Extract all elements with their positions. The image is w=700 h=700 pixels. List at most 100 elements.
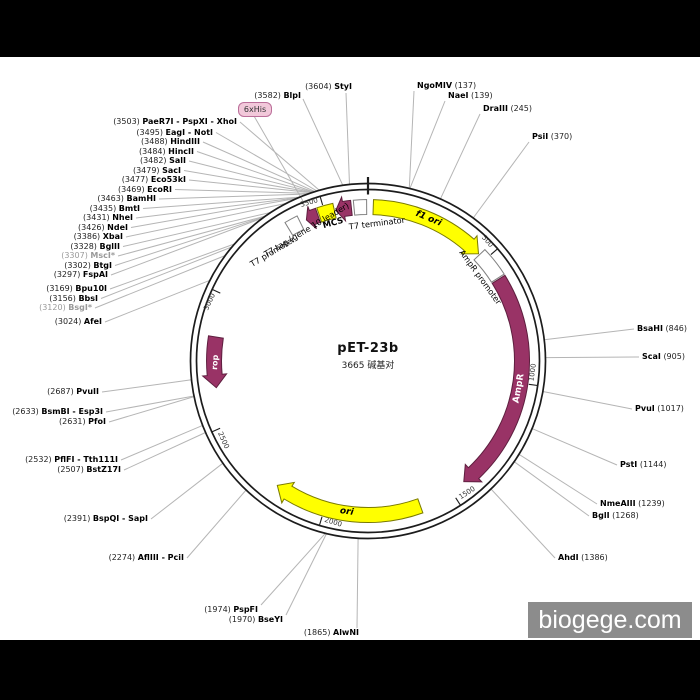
enzyme-label: (3302) BtgI (64, 261, 112, 270)
feature-f1-ori (372, 199, 480, 255)
enzyme-position: (2631) (59, 417, 86, 426)
label-line (108, 396, 195, 423)
enzyme-label: (1970) BseYI (229, 615, 283, 624)
enzyme-name: HindIII (170, 137, 200, 146)
label-line (518, 453, 598, 505)
tick-mark (528, 383, 538, 387)
enzyme-label: (1865) AlwNI (304, 628, 359, 637)
label-line (109, 243, 235, 290)
label-line (110, 217, 264, 276)
enzyme-name: XbaI (102, 232, 123, 241)
enzyme-name: NheI (112, 213, 133, 222)
feature-ampr (463, 274, 530, 483)
enzyme-label: (3484) HincII (139, 147, 194, 156)
enzyme-label: (3477) Eco53kI (122, 175, 186, 184)
feature-t7-terminator (352, 198, 368, 216)
enzyme-name: PvuII (76, 387, 99, 396)
label-line (114, 216, 265, 266)
enzyme-name: PvuI (635, 404, 655, 413)
enzyme-name: FspAI (82, 270, 108, 279)
enzyme-position: (1865) (303, 628, 331, 637)
enzyme-position: (3479) (132, 165, 160, 175)
watermark-badge: biogege.com (528, 602, 692, 638)
enzyme-position: (3435) (89, 203, 117, 213)
enzyme-position: (1239) (638, 499, 665, 508)
enzyme-name: PsiI (532, 132, 549, 141)
label-line (125, 202, 287, 238)
tick-mark (211, 427, 221, 433)
enzyme-name: BsgI* (68, 303, 92, 312)
enzyme-name: HincII (168, 146, 194, 156)
enzyme-name: NaeI (448, 91, 469, 100)
tick-mark (455, 497, 462, 506)
enzyme-name: NdeI (107, 222, 128, 232)
enzyme-label: (2687) PvuII (47, 387, 99, 396)
enzyme-position: (3169) (46, 284, 73, 293)
tick-label: 1500 (457, 485, 476, 501)
label-line (120, 424, 203, 461)
enzyme-position: (1144) (639, 460, 667, 469)
label-line (408, 90, 415, 189)
enzyme-name: AfeI (83, 317, 102, 326)
enzyme-label: (3469) EcoRI (118, 185, 172, 194)
enzyme-position: (245) (510, 104, 532, 113)
feature-mcs (316, 202, 337, 223)
enzyme-label: (1974) PspFI (204, 605, 258, 614)
enzyme-label: (2532) PflFI - Tth111I (25, 455, 118, 464)
enzyme-position: (3469) (118, 184, 145, 194)
enzyme-label: (3426) NdeI (78, 223, 128, 232)
enzyme-position: (1970) (228, 615, 256, 624)
enzyme-position: (1974) (204, 605, 231, 614)
enzyme-name: BtgI (93, 260, 112, 270)
enzyme-name: DraIII (483, 104, 508, 113)
enzyme-position: (3482) (139, 156, 167, 165)
enzyme-position: (2391) (63, 514, 91, 523)
enzyme-name: SalI (169, 156, 186, 165)
feature-ampr-promoter (473, 248, 505, 283)
feature-t7-promoter (284, 215, 305, 236)
enzyme-label: (3120) BsgI* (39, 303, 92, 312)
enzyme-label: (3582) BlpI (254, 91, 301, 100)
label-line (94, 255, 226, 309)
label-line (285, 533, 327, 616)
feature-his6 (305, 206, 322, 230)
label-line (472, 141, 530, 219)
enzyme-label: (3386) XbaI (74, 232, 123, 241)
enzyme-name: NmeAIII (600, 499, 636, 508)
top-black-bar (0, 0, 700, 57)
feature-ori (276, 481, 424, 523)
enzyme-label: PsiI (370) (532, 132, 572, 141)
enzyme-position: (1017) (657, 404, 684, 413)
feature-t7-tag (335, 195, 353, 223)
tick-label: 2500 (216, 431, 231, 451)
label-line (439, 113, 481, 200)
enzyme-position: (2687) (47, 387, 74, 396)
enzyme-name: BamHI (126, 194, 156, 203)
enzyme-position: (137) (454, 81, 477, 90)
enzyme-name: BsmBI - Esp3I (41, 407, 103, 416)
feature-rop (201, 335, 228, 389)
label-line (188, 160, 314, 193)
enzyme-position: (3488) (141, 137, 168, 146)
enzyme-label: (3604) StyI (305, 82, 352, 91)
enzyme-label: (3328) BglII (70, 242, 120, 251)
enzyme-name: MscI* (90, 251, 115, 260)
enzyme-label: (3307) MscI* (61, 251, 115, 260)
enzyme-position: (3307) (61, 251, 88, 260)
enzyme-position: (2274) (108, 553, 136, 562)
bottom-black-bar (0, 640, 700, 700)
label-line (122, 211, 272, 247)
label-line (356, 538, 359, 629)
enzyme-name: BlpI (283, 91, 301, 100)
enzyme-name: BspQI - SapI (92, 514, 148, 523)
label-line (188, 179, 312, 194)
enzyme-label: (3435) BmtI (90, 204, 140, 213)
enzyme-name: BsaHI (637, 324, 663, 333)
enzyme-position: (3604) (305, 82, 332, 91)
feature-label-rop: rop (210, 354, 220, 370)
enzyme-label: NaeI (139) (448, 91, 493, 100)
enzyme-name: StyI (334, 82, 352, 91)
enzyme-position: (370) (550, 132, 573, 141)
enzyme-name: PstI (620, 460, 638, 469)
